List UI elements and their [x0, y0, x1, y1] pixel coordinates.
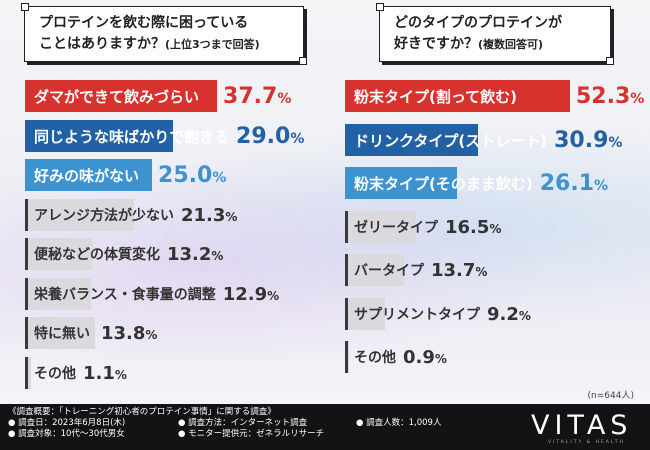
- bar: [25, 159, 152, 191]
- chart-title-line1: どのタイプのプロテインが: [394, 15, 562, 31]
- chart-title-line2-text: 好きですか？: [394, 36, 478, 52]
- bar: [345, 341, 349, 373]
- bar-label: 粉末タイプ(割って飲む): [354, 87, 517, 106]
- bar-row: 同じような味ばかりで飽きる 29.0%: [25, 120, 304, 152]
- chart-title-line1: プロテインを飲む際に困っている: [39, 15, 249, 31]
- bar: [345, 298, 385, 330]
- bar-row: 特に無い 13.8%: [25, 317, 157, 349]
- bar-value-label: 25.0%: [158, 162, 227, 188]
- bar-value-label: 13.7%: [431, 259, 488, 281]
- bar-label: バータイプ: [354, 263, 424, 279]
- bar-row: バータイプ 13.7%: [345, 254, 487, 286]
- chart-title-note: (複数回答可): [478, 38, 544, 51]
- bar-row: 粉末タイプ(割って飲む) 52.3%: [345, 80, 644, 112]
- bar-value-label: 30.9%: [554, 127, 623, 153]
- bar-label: 粉末タイプ(そのまま飲む): [354, 174, 533, 193]
- bar: [25, 357, 31, 389]
- sample-size-note: (n=644人): [587, 391, 634, 401]
- bar: [345, 124, 478, 156]
- bar-value-label: 52.3%: [575, 83, 645, 109]
- chart-title-box: どのタイプのプロテインが 好きですか？(複数回答可): [376, 3, 614, 65]
- bar-label: ゼリータイプ: [354, 220, 438, 236]
- bar: [25, 120, 173, 152]
- bar-label: 同じような味ばかりで飽きる: [34, 127, 230, 146]
- vitas-logo: VITAS: [531, 410, 633, 441]
- bar: [345, 211, 416, 243]
- survey-footer: 《調査概要：「トレーニング初心者のプロテイン事情」に関する調査》 ● 調査日：2…: [0, 404, 650, 450]
- survey-provider: ● モニター提供元：ゼネラルリサーチ: [178, 429, 325, 439]
- bar: [25, 199, 134, 231]
- bar-label: その他: [354, 350, 396, 366]
- bar-value-label: 1.1%: [83, 362, 127, 384]
- survey-count: ● 調査人数：1,009人: [356, 418, 442, 428]
- vitas-logo-tagline: VITALITY & HEALTH: [548, 440, 625, 445]
- bar-label: 特に無い: [34, 326, 90, 342]
- bar-value-label: 26.1%: [539, 170, 609, 196]
- bar: [25, 278, 91, 310]
- bar-row: アレンジ方法が少ない 21.3%: [25, 199, 237, 231]
- bar-label: アレンジ方法が少ない: [34, 208, 174, 224]
- bar-row: 便秘などの体質変化 13.2%: [25, 238, 223, 270]
- bar-row: 好みの味がない 25.0%: [25, 159, 226, 191]
- bar-label: 便秘などの体質変化: [34, 247, 160, 263]
- bar-label: 栄養バランス・食事量の調整: [34, 287, 216, 303]
- chart-title-line2: 好きですか？(複数回答可): [394, 34, 610, 55]
- bar-value-label: 21.3%: [181, 204, 238, 226]
- bar-value-label: 13.8%: [101, 322, 158, 344]
- bar: [345, 254, 404, 286]
- bar-value-label: 12.9%: [222, 283, 280, 305]
- bar: [25, 238, 92, 270]
- bar: [345, 80, 570, 112]
- bar-row: ダマができて飲みづらい 37.7%: [25, 80, 291, 112]
- chart-title-note: (上位3つまで回答): [165, 38, 260, 51]
- bar-value-label: 37.7%: [223, 83, 292, 109]
- bar-value-label: 0.9%: [403, 346, 447, 368]
- survey-overview: 《調査概要：「トレーニング初心者のプロテイン事情」に関する調査》: [8, 407, 276, 417]
- bar-label: ドリンクタイプ(ストレート): [354, 131, 548, 150]
- survey-date: ● 調査日：2023年6月8日(木): [8, 418, 126, 428]
- bar-label: 好みの味がない: [34, 166, 140, 185]
- bar: [345, 167, 457, 199]
- bar: [25, 80, 217, 112]
- bar-value-label: 29.0%: [236, 123, 305, 149]
- bar-value-label: 16.5%: [445, 216, 502, 238]
- bar-row: ドリンクタイプ(ストレート) 30.9%: [345, 124, 622, 156]
- bar-value-label: 9.2%: [487, 303, 531, 325]
- chart-title-line2: ことはありますか？(上位3つまで回答): [39, 34, 303, 55]
- bar-row: サプリメントタイプ 9.2%: [345, 298, 531, 330]
- chart-title-box: プロテインを飲む際に困っている ことはありますか？(上位3つまで回答): [21, 3, 307, 65]
- bar-label: その他: [34, 366, 76, 382]
- bar-row: 粉末タイプ(そのまま飲む) 26.1%: [345, 167, 608, 199]
- bar: [25, 317, 95, 349]
- bar-row: その他 1.1%: [25, 357, 127, 389]
- bar-label: ダマができて飲みづらい: [34, 87, 200, 106]
- chart-title-line2-text: ことはありますか？: [39, 36, 165, 52]
- survey-target: ● 調査対象：10代～30代男女: [8, 429, 125, 439]
- survey-method: ● 調査方法：インターネット調査: [178, 418, 308, 428]
- bar-row: ゼリータイプ 16.5%: [345, 211, 501, 243]
- bar-label: サプリメントタイプ: [354, 307, 480, 323]
- bar-value-label: 13.2%: [167, 243, 224, 265]
- bar-row: 栄養バランス・食事量の調整 12.9%: [25, 278, 279, 310]
- bar-row: その他 0.9%: [345, 341, 447, 373]
